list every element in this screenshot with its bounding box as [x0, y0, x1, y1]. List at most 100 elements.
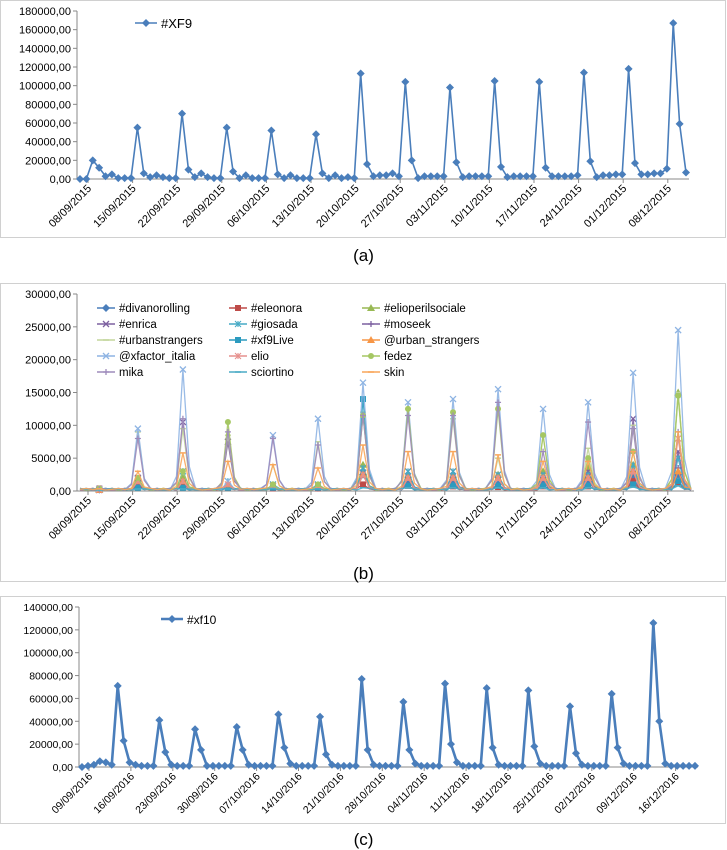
b-data-point [224, 428, 231, 435]
a-data-point [458, 173, 467, 182]
b-data-point [359, 412, 366, 419]
c-data-point [488, 743, 497, 752]
a-data-point [516, 172, 525, 181]
a-data-point [299, 174, 308, 183]
b-data-point [405, 405, 412, 412]
x-tick-label: 02/12/2016 [552, 771, 598, 817]
a-data-point [439, 172, 448, 181]
a-data-point [509, 172, 518, 181]
b-data-point [450, 482, 457, 489]
c-data-point [387, 761, 396, 770]
y-tick-label: 5000,00 [31, 453, 71, 465]
b-data-point [630, 481, 637, 488]
x-tick-label: 22/09/2015 [136, 183, 183, 230]
b-series-line [79, 392, 692, 491]
x-tick-label: 29/09/2015 [181, 495, 228, 542]
caption-a: (a) [353, 246, 374, 265]
b-data-point [134, 484, 141, 491]
b-data-point [224, 484, 231, 491]
b-data-point [674, 326, 682, 334]
b-data-point [449, 474, 457, 482]
b-data-point [179, 366, 187, 373]
a-data-point [465, 172, 474, 181]
b-data-point [404, 398, 412, 406]
c-data-point [327, 760, 336, 769]
a-data-point [190, 173, 199, 182]
legend-marker [102, 304, 110, 312]
y-tick-label: 40000,00 [25, 137, 71, 149]
b-data-point [269, 431, 277, 439]
c-data-point [268, 761, 277, 770]
a-data-point [101, 172, 110, 181]
b-data-point [179, 468, 186, 475]
a-data-point [643, 170, 652, 179]
x-tick-label: 06/10/2015 [225, 495, 272, 542]
a-data-point [76, 175, 84, 183]
legend-marker [102, 352, 110, 360]
a-data-point [114, 174, 123, 183]
b-data-point [540, 448, 547, 455]
c-data-point [530, 742, 539, 751]
x-tick-label: 22/09/2015 [136, 495, 183, 542]
c-data-point [375, 761, 384, 770]
legend-marker [103, 369, 109, 375]
c-data-point [482, 684, 491, 693]
legend-marker [367, 336, 375, 343]
a-series-line [80, 23, 687, 180]
caption-c: (c) [353, 830, 374, 849]
x-tick-label: 08/12/2015 [627, 183, 674, 230]
b-data-point [585, 482, 592, 489]
b-data-point [494, 474, 502, 482]
a-data-point [178, 109, 187, 118]
b-data-point [494, 385, 502, 393]
c-data-point [238, 745, 247, 754]
b-series-line [79, 402, 692, 491]
c-data-point [351, 761, 360, 770]
a-data-point [388, 169, 397, 178]
a-data-point [197, 169, 206, 178]
c-data-point [89, 760, 98, 769]
c-data-point [250, 761, 259, 770]
chart-a-svg: 0,00 20000,00 40000,00 60000,00 80000,00 1000… [19, 6, 690, 230]
legend-marker [368, 353, 374, 359]
a-data-point [567, 172, 576, 181]
c-data-point [560, 761, 569, 770]
a-data-point [152, 171, 161, 180]
c-data-point [333, 761, 342, 770]
c-data-point [452, 758, 461, 767]
b-series-line [79, 431, 692, 491]
x-tick-label: 03/11/2015 [404, 495, 451, 542]
a-data-point [414, 174, 423, 183]
b-data-point [630, 478, 637, 485]
a-data-point [209, 174, 218, 183]
b-data-point [450, 409, 457, 416]
a-data-point [165, 174, 174, 183]
x-tick-label: 08/09/2015 [47, 183, 94, 230]
c-data-point [262, 761, 271, 770]
b-data-point [359, 396, 366, 403]
c-data-point [613, 743, 622, 752]
a-data-point [548, 172, 557, 181]
a-data-point [375, 171, 384, 180]
a-data-point [477, 172, 486, 181]
legend-label: sciortino [251, 367, 294, 379]
legend-marker [234, 320, 242, 328]
b-data-point [675, 392, 682, 399]
y-tick-label: 100000,00 [19, 81, 71, 93]
b-series-line [79, 392, 692, 491]
a-data-point [445, 83, 454, 92]
chart-panel-b: 0,00 5000,00 10000,00 15000,00 20000,00 25000… [0, 283, 726, 582]
a-data-point [158, 173, 167, 182]
b-data-point [540, 432, 547, 439]
a-data-point [637, 170, 646, 179]
b-data-point [179, 415, 186, 422]
y-tick-label: 20000,00 [29, 739, 73, 751]
c-data-point [583, 761, 592, 770]
a-data-point [120, 174, 129, 183]
c-data-point [625, 761, 634, 770]
x-tick-label: 27/10/2015 [359, 183, 406, 230]
c-data-point [280, 743, 289, 752]
b-data-point [539, 474, 547, 482]
a-data-point [630, 159, 639, 168]
a-data-point [490, 77, 499, 85]
